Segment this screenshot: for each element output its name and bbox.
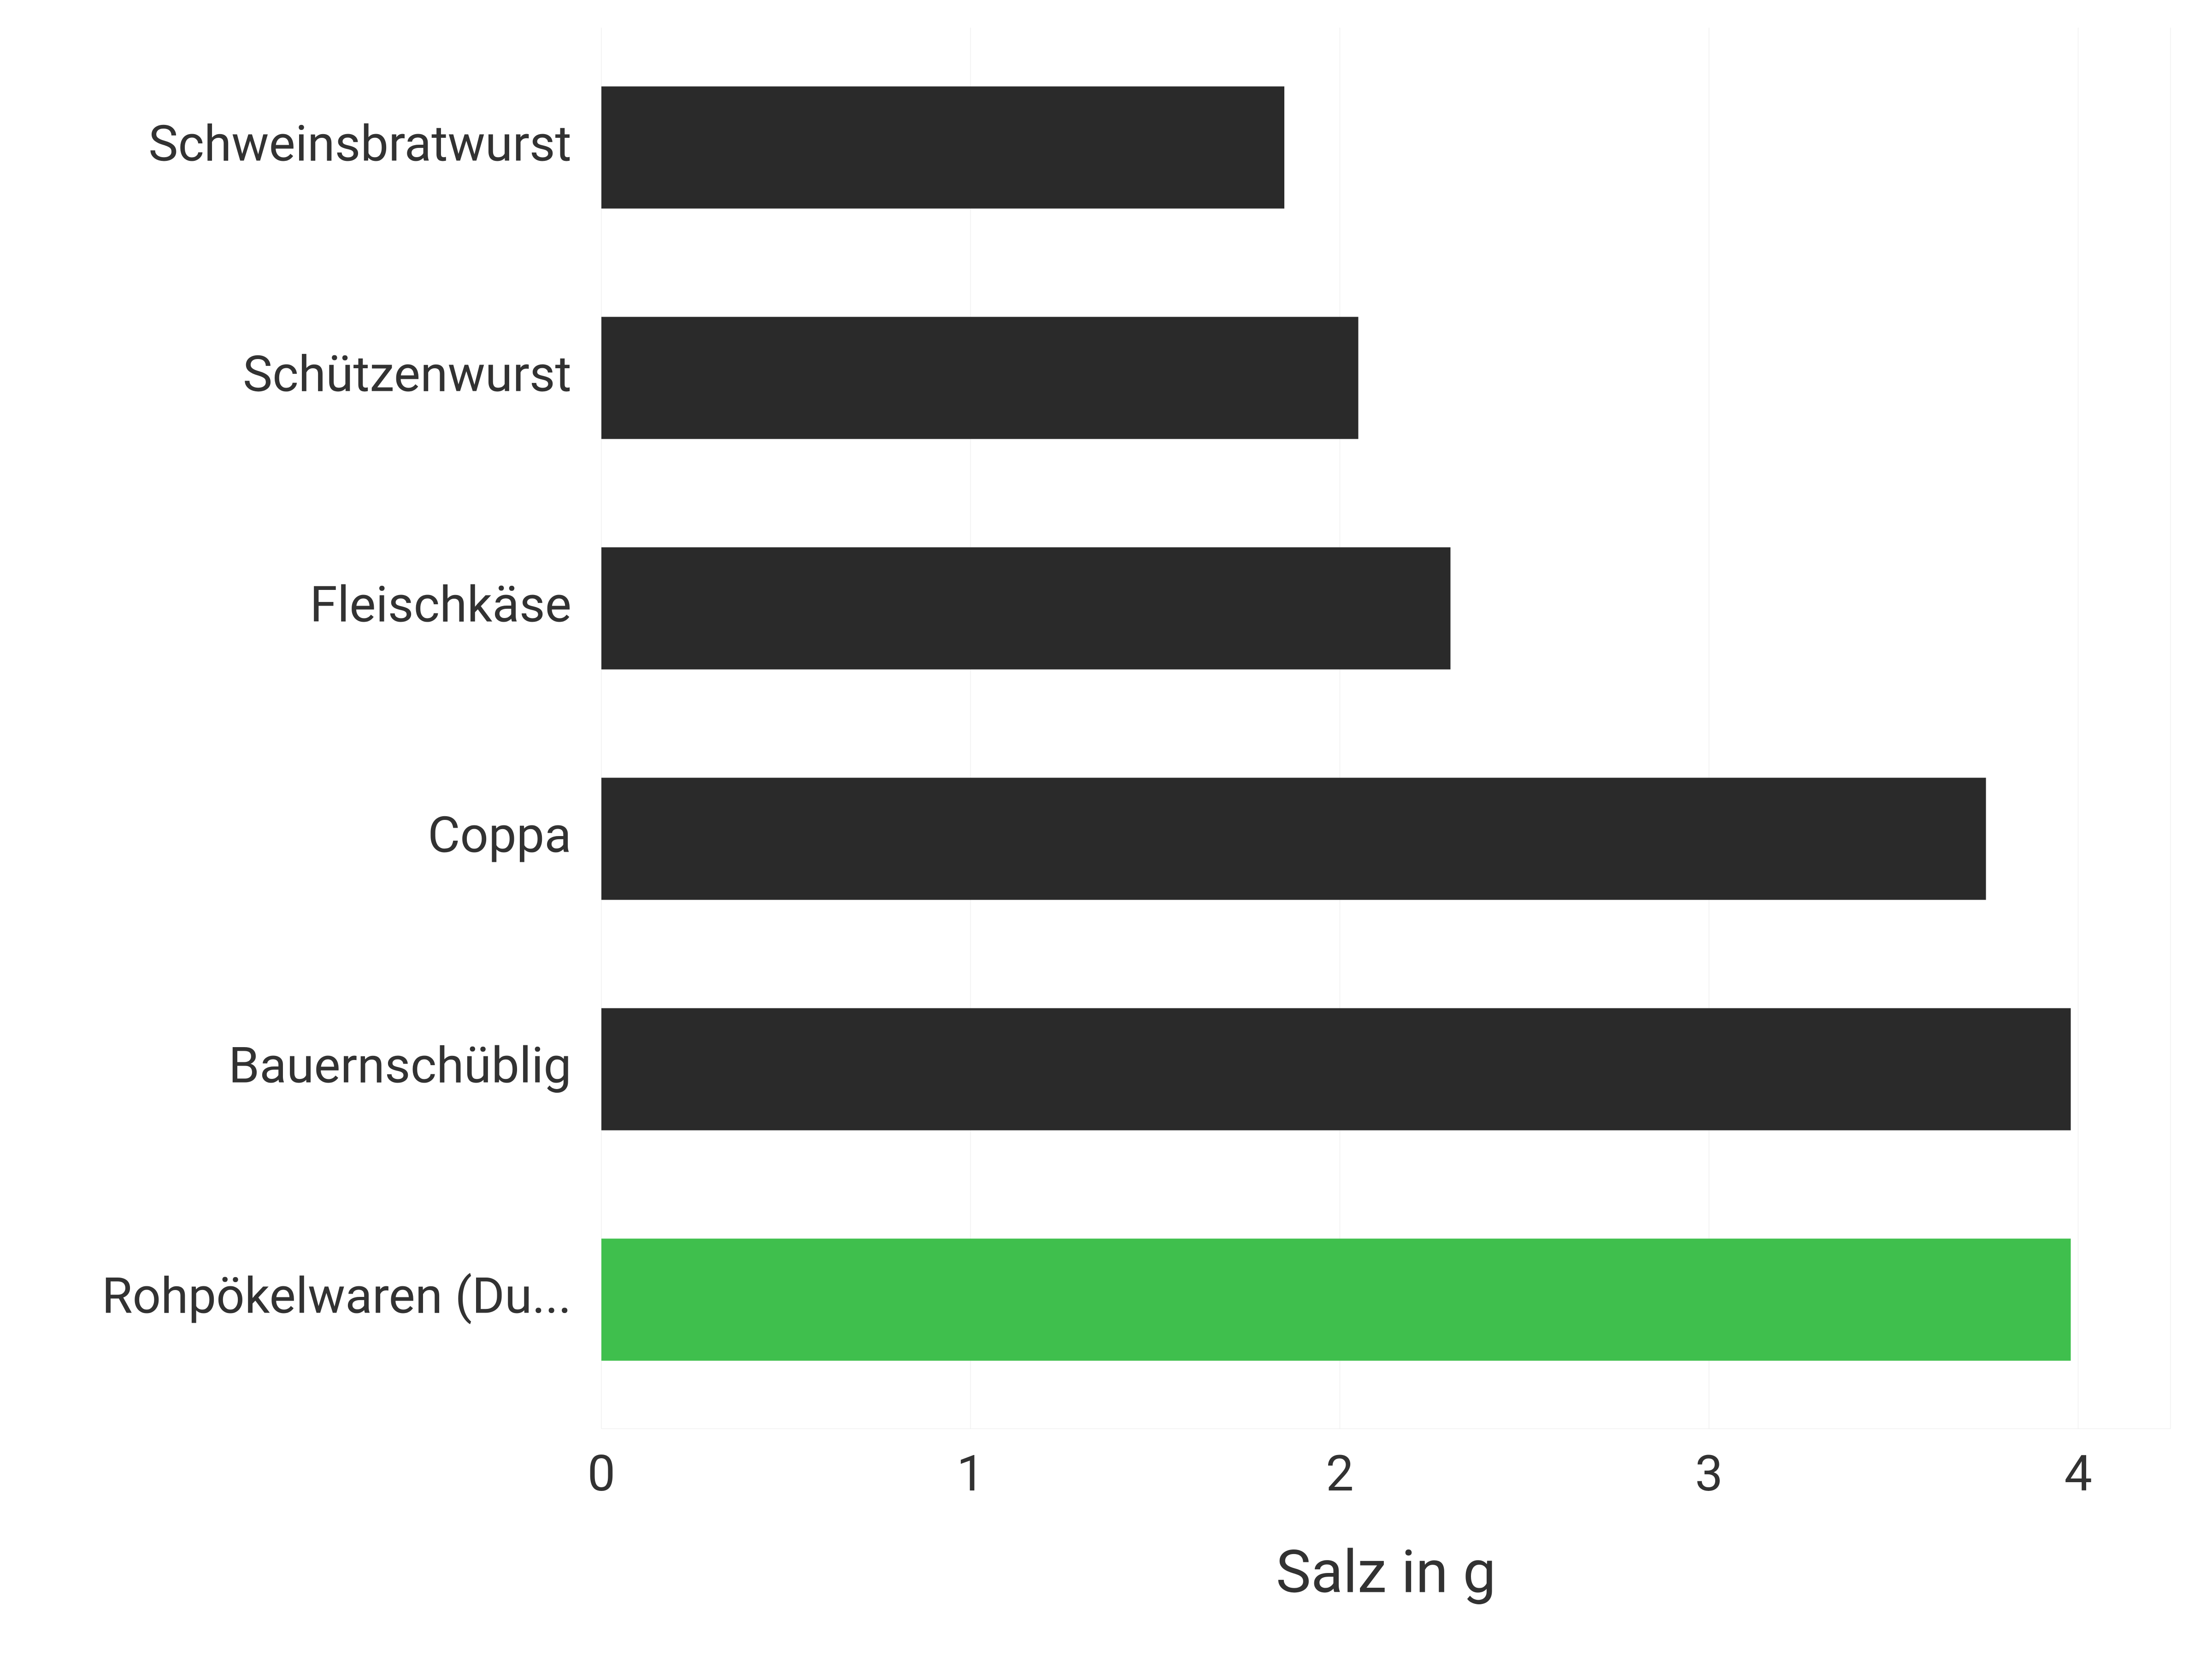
x-axis-tick: 0 — [588, 1445, 616, 1503]
x-axis-tick: 4 — [2064, 1445, 2092, 1503]
bar — [601, 317, 1358, 439]
y-axis-label: Coppa — [428, 807, 571, 865]
x-axis-title: Salz in g — [1276, 1537, 1496, 1607]
y-axis-label: Bauernschüblig — [229, 1037, 571, 1095]
y-axis-label: Fleischkäse — [310, 576, 571, 634]
bar — [601, 548, 1451, 670]
x-axis-tick: 1 — [957, 1445, 985, 1503]
bar — [601, 778, 1986, 900]
y-axis-label: Rohpökelwaren (Du... — [102, 1267, 571, 1325]
bar — [601, 87, 1284, 209]
x-axis-tick: 3 — [1695, 1445, 1723, 1503]
x-axis-tick: 2 — [1326, 1445, 1354, 1503]
y-axis-label: Schützenwurst — [243, 346, 571, 404]
bar-chart: Schweinsbratwurst Schützenwurst Fleischkäs… — [0, 0, 2212, 1659]
bar — [601, 1239, 2071, 1361]
y-axis-label: Schweinsbratwurst — [148, 115, 571, 173]
bar — [601, 1008, 2071, 1131]
